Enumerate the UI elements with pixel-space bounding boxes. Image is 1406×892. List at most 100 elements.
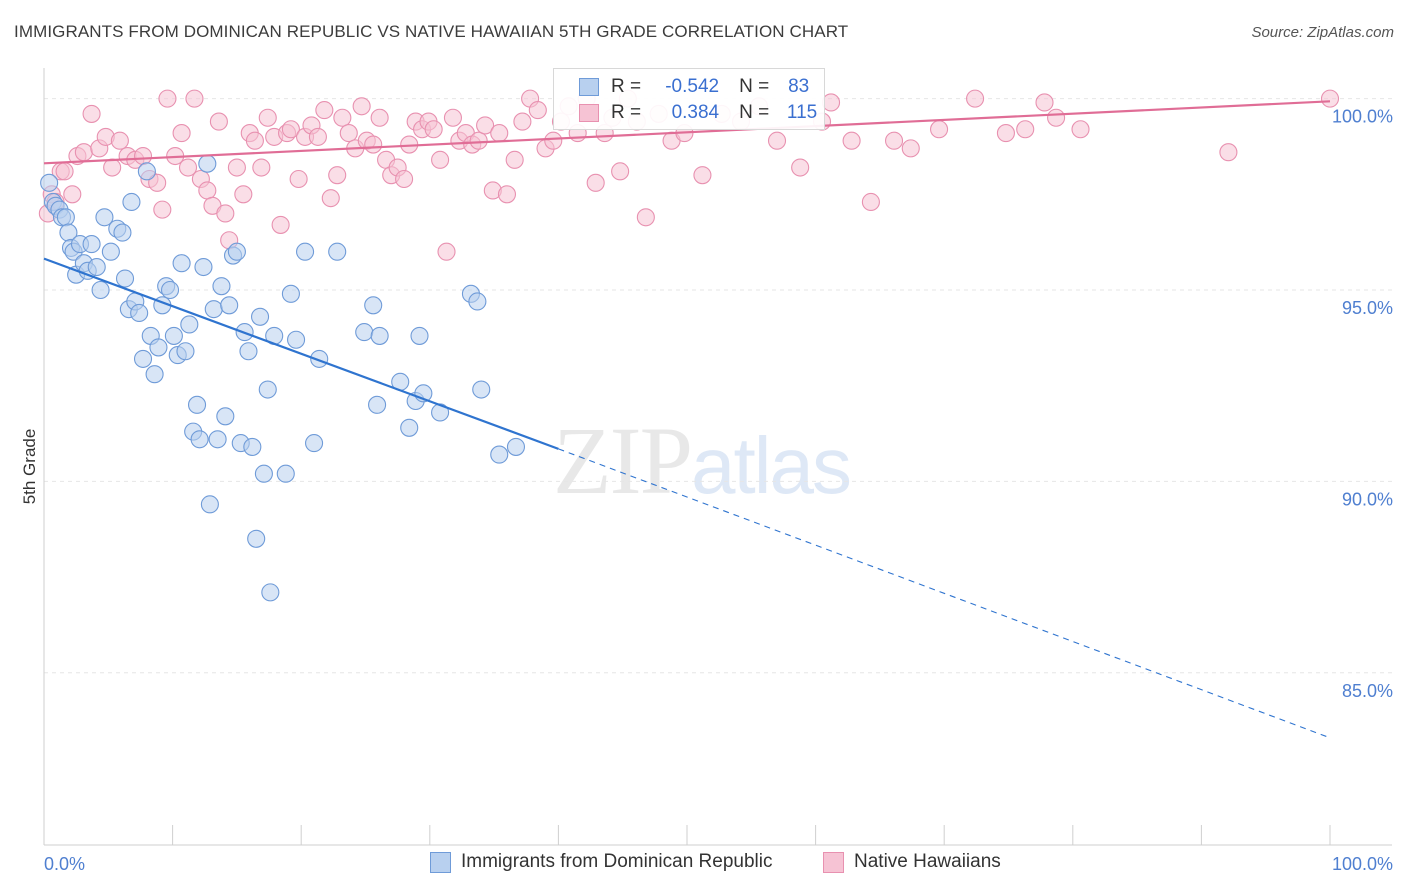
gridlines	[44, 98, 1392, 674]
data-point	[400, 418, 419, 437]
data-point	[261, 583, 280, 602]
data-point	[395, 169, 414, 189]
data-point	[364, 135, 383, 154]
data-point	[996, 124, 1015, 143]
source-credit: Source: ZipAtlas.com	[1251, 24, 1394, 41]
data-point	[190, 430, 209, 449]
y-tick-label: 100.0%	[1332, 107, 1393, 127]
legend-swatch-blue	[430, 851, 451, 873]
data-point	[468, 292, 487, 311]
data-point	[1071, 120, 1090, 139]
data-point	[252, 158, 271, 177]
legend-row-hawaiian: R = 0.384 N = 115	[554, 100, 817, 126]
data-point	[200, 495, 219, 514]
data-point	[91, 280, 110, 300]
data-point	[198, 181, 217, 200]
data-point	[55, 162, 74, 181]
data-point	[289, 169, 308, 189]
data-point	[194, 257, 213, 277]
data-point	[176, 342, 195, 361]
legend-n-label: N =	[739, 102, 770, 123]
trend-line-dominican-projection	[558, 448, 1331, 739]
data-point	[431, 150, 450, 169]
data-point	[234, 185, 253, 204]
data-point	[254, 464, 273, 483]
data-point	[315, 101, 334, 120]
data-point	[821, 93, 841, 112]
chart-title: IMMIGRANTS FROM DOMINICAN REPUBLIC VS NA…	[14, 22, 849, 41]
data-point	[101, 242, 120, 261]
data-point	[187, 395, 207, 414]
trend-line-hawaiian	[43, 100, 1331, 165]
data-point	[239, 342, 258, 361]
legend-r-value: -0.542	[665, 76, 720, 97]
data-point	[281, 120, 300, 139]
legend-item-hawaiian: Native Hawaiians	[823, 851, 1001, 873]
data-point	[611, 162, 630, 181]
legend-swatch-pink	[823, 851, 844, 873]
data-point	[160, 280, 180, 300]
data-point	[110, 131, 129, 150]
legend-n-value: 115	[786, 102, 818, 123]
series-dominican-republic	[40, 154, 526, 602]
data-point	[339, 124, 358, 143]
data-point	[328, 166, 347, 185]
x-tick-label: 100.0%	[1332, 854, 1393, 874]
data-point	[208, 430, 227, 449]
legend-swatch-blue	[579, 78, 599, 96]
data-point	[216, 204, 235, 223]
data-point	[1035, 93, 1054, 112]
legend-n-value: 83	[788, 76, 810, 97]
data-point	[310, 349, 329, 368]
data-point	[122, 192, 141, 212]
data-point	[355, 323, 374, 342]
data-point	[243, 437, 262, 456]
data-point	[148, 173, 167, 192]
trend-lines	[43, 100, 1331, 739]
data-point	[40, 173, 59, 192]
data-point	[287, 330, 306, 349]
data-point	[364, 296, 383, 315]
data-point	[861, 192, 880, 212]
data-point	[258, 108, 277, 127]
data-point	[95, 208, 114, 227]
data-point	[328, 242, 347, 261]
y-tick-label: 90.0%	[1342, 489, 1393, 509]
data-point	[271, 215, 290, 234]
legend-swatch-pink	[579, 104, 599, 122]
data-point	[172, 124, 191, 143]
data-point	[884, 131, 904, 150]
data-point	[149, 338, 168, 357]
data-point	[505, 150, 524, 169]
data-point	[63, 185, 82, 204]
data-point	[133, 349, 153, 368]
data-point	[308, 127, 327, 146]
data-point	[209, 112, 228, 131]
data-point	[333, 108, 352, 127]
trend-line-dominican	[43, 257, 559, 450]
data-point	[82, 235, 101, 254]
correlation-legend: R = -0.542 N = 83 R = 0.384 N = 115	[553, 68, 825, 130]
data-point	[443, 108, 462, 127]
y-tick-label: 85.0%	[1342, 681, 1393, 701]
data-point	[1016, 120, 1035, 139]
data-point	[216, 407, 235, 426]
data-point	[247, 529, 266, 548]
data-point	[113, 223, 132, 242]
data-point	[227, 242, 246, 261]
data-point	[87, 257, 106, 277]
data-point	[115, 269, 135, 288]
data-point	[74, 143, 93, 162]
data-point	[1219, 143, 1238, 162]
data-point	[185, 89, 204, 108]
data-point	[544, 131, 563, 150]
data-point	[930, 120, 949, 139]
data-point	[497, 185, 517, 204]
data-point	[56, 208, 75, 227]
legend-r-value: 0.384	[671, 102, 720, 123]
data-point	[424, 120, 443, 139]
data-point	[410, 326, 429, 345]
y-axis-label: 5th Grade	[20, 429, 39, 505]
data-point	[180, 315, 199, 334]
